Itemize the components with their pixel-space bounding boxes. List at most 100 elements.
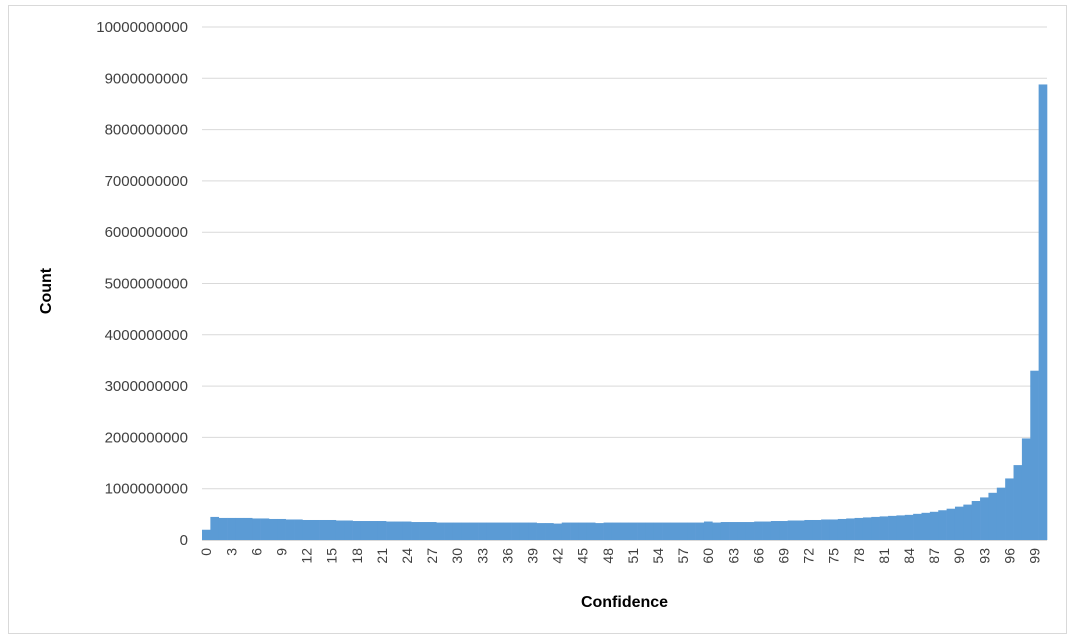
bar-81 xyxy=(879,516,889,540)
x-tick-label: 99 xyxy=(1026,548,1042,564)
bar-70 xyxy=(787,520,797,540)
bar-61 xyxy=(712,522,722,540)
bar-45 xyxy=(578,522,588,540)
x-tick-label: 12 xyxy=(299,548,315,564)
bar-38 xyxy=(519,522,529,540)
x-tick-label: 72 xyxy=(801,548,817,564)
bar-42 xyxy=(553,523,563,540)
bar-60 xyxy=(703,521,713,540)
bar-59 xyxy=(695,522,705,540)
bar-87 xyxy=(929,511,939,540)
bar-99 xyxy=(1030,370,1039,540)
x-tick-label: 81 xyxy=(876,548,892,564)
y-tick-label: 10000000000 xyxy=(96,19,188,36)
bar-89 xyxy=(946,508,956,540)
bar-75 xyxy=(829,519,839,540)
bar-71 xyxy=(796,520,805,540)
bar-32 xyxy=(469,522,479,540)
bar-54 xyxy=(653,522,663,540)
bar-67 xyxy=(762,521,772,540)
x-tick-label: 9 xyxy=(273,548,289,556)
x-tick-label: 27 xyxy=(424,548,440,564)
x-tick-label: 6 xyxy=(248,548,264,556)
x-tick-label: 36 xyxy=(499,548,515,564)
bar-49 xyxy=(611,522,621,540)
bar-82 xyxy=(888,515,897,540)
y-tick-label: 1000000000 xyxy=(105,481,188,498)
x-tick-label: 69 xyxy=(775,548,791,564)
bar-56 xyxy=(670,522,680,540)
bar-68 xyxy=(770,521,780,540)
bar-88 xyxy=(938,510,947,540)
y-tick-label: 5000000000 xyxy=(105,276,188,293)
x-tick-label: 33 xyxy=(474,548,490,564)
bar-14 xyxy=(319,519,328,540)
bar-22 xyxy=(386,521,395,540)
bar-15 xyxy=(327,519,337,540)
bars xyxy=(202,84,1048,541)
x-tick-label: 24 xyxy=(399,548,415,564)
x-tick-label: 45 xyxy=(575,548,591,564)
bar-4 xyxy=(235,517,245,540)
x-tick-label: 48 xyxy=(600,548,616,564)
bar-12 xyxy=(302,519,312,540)
x-tick-label: 21 xyxy=(374,548,390,564)
bar-83 xyxy=(896,515,906,540)
bar-47 xyxy=(595,523,604,540)
x-tick-label: 30 xyxy=(449,548,465,564)
bar-55 xyxy=(662,522,671,540)
bar-5 xyxy=(243,517,253,540)
bar-7 xyxy=(260,518,270,540)
chart-frame: 0 1000000000 2000000000 3000000000 400000000… xyxy=(8,5,1067,634)
x-tick-label: 90 xyxy=(951,548,967,564)
bar-80 xyxy=(871,516,880,540)
bar-95 xyxy=(996,487,1006,540)
bar-100 xyxy=(1038,84,1048,541)
x-tick-label: 0 xyxy=(198,548,214,556)
bar-36 xyxy=(503,522,512,540)
y-tick-label: 8000000000 xyxy=(105,122,188,139)
bar-90 xyxy=(954,506,964,540)
bar-79 xyxy=(862,517,872,540)
x-tick-label: 84 xyxy=(901,548,917,564)
bar-8 xyxy=(268,518,278,540)
bar-18 xyxy=(352,521,362,540)
bar-9 xyxy=(277,518,286,540)
bar-53 xyxy=(645,522,655,540)
bar-46 xyxy=(586,522,596,540)
y-axis-title: Count xyxy=(38,267,55,314)
x-tick-label: 93 xyxy=(976,548,992,564)
x-tick-label: 39 xyxy=(524,548,540,564)
bar-77 xyxy=(846,518,855,540)
x-tick-label: 57 xyxy=(675,548,691,564)
x-tick-label: 78 xyxy=(851,548,867,564)
bar-48 xyxy=(603,522,613,540)
bar-52 xyxy=(637,522,646,540)
x-tick-label: 75 xyxy=(826,548,842,564)
bar-29 xyxy=(444,522,454,540)
y-axis-tick-labels: 0 1000000000 2000000000 3000000000 400000000… xyxy=(96,19,188,549)
x-tick-label: 15 xyxy=(324,548,340,564)
x-tick-label: 66 xyxy=(750,548,766,564)
y-tick-label: 3000000000 xyxy=(105,378,188,395)
bar-69 xyxy=(779,521,788,540)
x-tick-label: 87 xyxy=(926,548,942,564)
bar-96 xyxy=(1005,478,1014,540)
bar-21 xyxy=(377,521,387,540)
bar-65 xyxy=(745,522,755,540)
x-tick-label: 3 xyxy=(223,548,239,556)
bar-94 xyxy=(988,492,998,540)
bar-58 xyxy=(687,522,696,540)
bar-10 xyxy=(285,519,295,540)
bar-2 xyxy=(218,517,228,540)
bar-41 xyxy=(545,523,554,540)
bar-chart: 0 1000000000 2000000000 3000000000 400000000… xyxy=(38,19,1048,611)
bar-73 xyxy=(812,519,822,540)
bar-62 xyxy=(720,522,730,540)
bar-1 xyxy=(210,516,220,540)
y-tick-label: 6000000000 xyxy=(105,224,188,241)
bar-6 xyxy=(252,518,261,540)
bar-66 xyxy=(754,521,763,540)
x-tick-label: 51 xyxy=(625,548,641,564)
bar-24 xyxy=(402,521,412,540)
